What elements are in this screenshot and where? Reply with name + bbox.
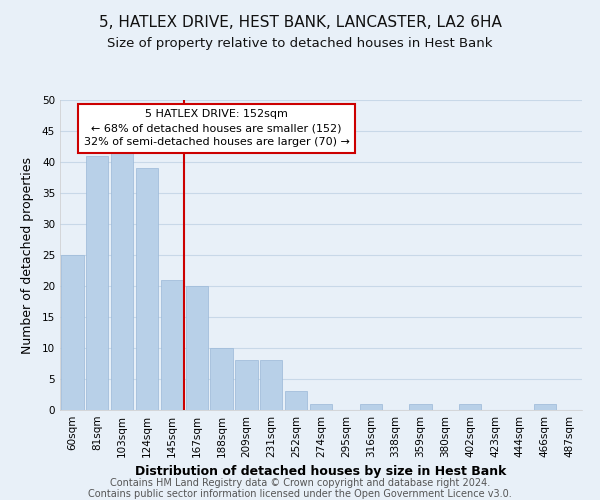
Bar [161,280,183,410]
Bar [235,360,257,410]
Bar [409,404,431,410]
Text: 5 HATLEX DRIVE: 152sqm
← 68% of detached houses are smaller (152)
32% of semi-de: 5 HATLEX DRIVE: 152sqm ← 68% of detached… [83,110,350,148]
Bar [136,168,158,410]
Text: Contains public sector information licensed under the Open Government Licence v3: Contains public sector information licen… [88,489,512,499]
Bar [260,360,283,410]
Bar [285,392,307,410]
Bar [211,348,233,410]
X-axis label: Distribution of detached houses by size in Hest Bank: Distribution of detached houses by size … [136,466,506,478]
Bar [86,156,109,410]
Bar [111,150,133,410]
Text: Contains HM Land Registry data © Crown copyright and database right 2024.: Contains HM Land Registry data © Crown c… [110,478,490,488]
Bar [533,404,556,410]
Y-axis label: Number of detached properties: Number of detached properties [20,156,34,354]
Bar [61,255,83,410]
Text: 5, HATLEX DRIVE, HEST BANK, LANCASTER, LA2 6HA: 5, HATLEX DRIVE, HEST BANK, LANCASTER, L… [98,15,502,30]
Text: Size of property relative to detached houses in Hest Bank: Size of property relative to detached ho… [107,38,493,51]
Bar [185,286,208,410]
Bar [310,404,332,410]
Bar [459,404,481,410]
Bar [359,404,382,410]
